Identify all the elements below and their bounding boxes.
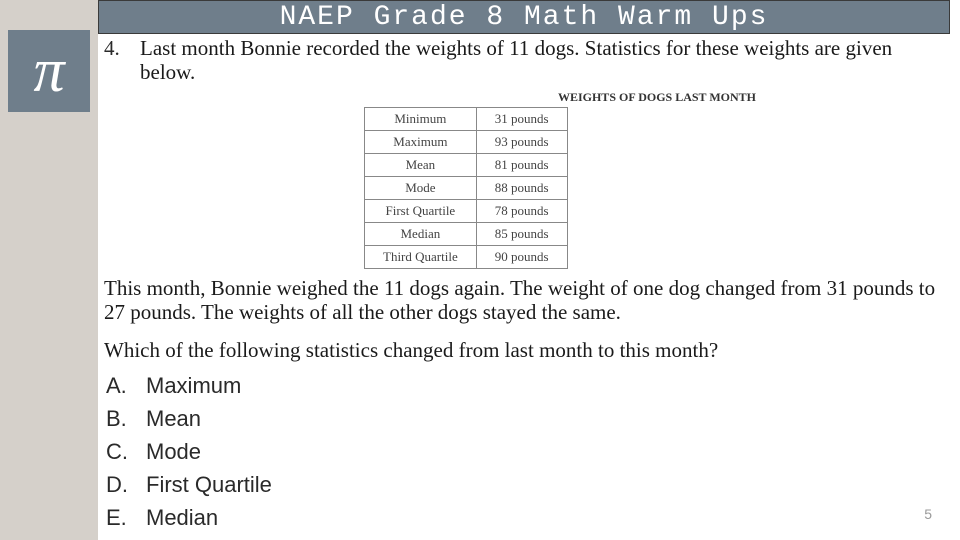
question-intro-text: Last month Bonnie recorded the weights o… xyxy=(140,36,950,84)
table-row: Maximum93 pounds xyxy=(365,131,568,154)
stat-value: 93 pounds xyxy=(476,131,567,154)
content-area: 4. Last month Bonnie recorded the weight… xyxy=(104,36,950,538)
choice-text: Median xyxy=(146,505,218,531)
question-prompt-text: Which of the following statistics change… xyxy=(104,338,950,363)
choice-d[interactable]: D. First Quartile xyxy=(106,472,950,498)
page-title: NAEP Grade 8 Math Warm Ups xyxy=(280,2,769,33)
question-number: 4. xyxy=(104,36,126,61)
stat-label: Third Quartile xyxy=(365,246,477,269)
stat-label: Mode xyxy=(365,177,477,200)
stats-table: Minimum31 pounds Maximum93 pounds Mean81… xyxy=(364,107,568,269)
choice-letter: B. xyxy=(106,406,132,432)
answer-choices: A. Maximum B. Mean C. Mode D. First Quar… xyxy=(106,373,950,531)
table-row: Median85 pounds xyxy=(365,223,568,246)
stat-label: First Quartile xyxy=(365,200,477,223)
question-followup-text: This month, Bonnie weighed the 11 dogs a… xyxy=(104,277,950,324)
choice-text: Mode xyxy=(146,439,201,465)
stats-table-wrap: WEIGHTS OF DOGS LAST MONTH Minimum31 pou… xyxy=(364,90,950,269)
choice-text: First Quartile xyxy=(146,472,272,498)
stat-value: 88 pounds xyxy=(476,177,567,200)
choice-letter: C. xyxy=(106,439,132,465)
choice-c[interactable]: C. Mode xyxy=(106,439,950,465)
choice-letter: D. xyxy=(106,472,132,498)
table-row: Third Quartile90 pounds xyxy=(365,246,568,269)
table-row: First Quartile78 pounds xyxy=(365,200,568,223)
stat-label: Maximum xyxy=(365,131,477,154)
page-number: 5 xyxy=(924,506,932,522)
sidebar: π xyxy=(0,0,98,540)
table-title: WEIGHTS OF DOGS LAST MONTH xyxy=(364,90,950,105)
sidebar-badge: π xyxy=(8,30,90,112)
question-intro-row: 4. Last month Bonnie recorded the weight… xyxy=(104,36,950,84)
choice-b[interactable]: B. Mean xyxy=(106,406,950,432)
choice-text: Mean xyxy=(146,406,201,432)
table-row: Mode88 pounds xyxy=(365,177,568,200)
header-bar: NAEP Grade 8 Math Warm Ups xyxy=(98,0,950,34)
stat-label: Median xyxy=(365,223,477,246)
stat-value: 81 pounds xyxy=(476,154,567,177)
choice-text: Maximum xyxy=(146,373,241,399)
choice-e[interactable]: E. Median xyxy=(106,505,950,531)
choice-a[interactable]: A. Maximum xyxy=(106,373,950,399)
pi-icon: π xyxy=(33,36,64,107)
table-row: Minimum31 pounds xyxy=(365,108,568,131)
stat-value: 31 pounds xyxy=(476,108,567,131)
stat-label: Minimum xyxy=(365,108,477,131)
stat-label: Mean xyxy=(365,154,477,177)
choice-letter: A. xyxy=(106,373,132,399)
stat-value: 90 pounds xyxy=(476,246,567,269)
table-row: Mean81 pounds xyxy=(365,154,568,177)
stat-value: 85 pounds xyxy=(476,223,567,246)
choice-letter: E. xyxy=(106,505,132,531)
stat-value: 78 pounds xyxy=(476,200,567,223)
